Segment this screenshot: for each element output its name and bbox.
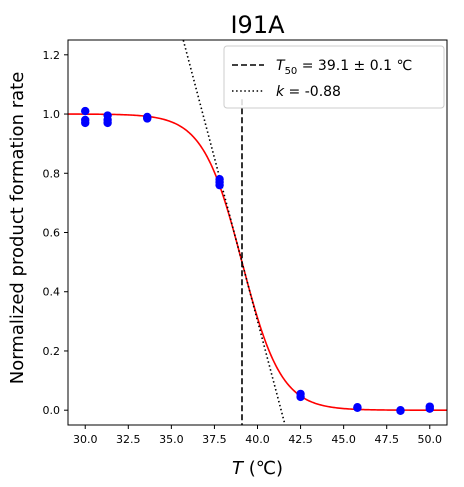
legend-entry-var: k (276, 84, 285, 100)
y-tick-label: 0.8 (43, 167, 61, 180)
data-point (353, 403, 362, 413)
x-tick-label: 32.5 (116, 433, 141, 446)
tangent-line (182, 40, 286, 425)
legend-entry: T50 = 39.1 ± 0.1 ℃ (276, 58, 412, 77)
x-axis-label-var: T (232, 458, 245, 479)
x-tick-label: 47.5 (374, 433, 399, 446)
y-tick-label: 0.2 (43, 345, 61, 358)
data-point (425, 404, 434, 413)
y-tick-label: 0.0 (43, 404, 61, 417)
y-axis-label: Normalized product formation rate (7, 72, 28, 385)
y-tick-label: 0.4 (43, 286, 61, 299)
x-tick-label: 40.0 (245, 433, 270, 446)
legend-entry-subscript: 50 (285, 66, 298, 77)
legend-entry-text: = 39.1 ± 0.1 ℃ (297, 58, 412, 74)
legend: T50 = 39.1 ± 0.1 ℃ k = -0.88 (223, 45, 445, 109)
y-tick-label: 0.6 (43, 227, 61, 240)
x-tick-label: 35.0 (159, 433, 184, 446)
legend-entry-var: T (276, 58, 286, 74)
data-point (143, 114, 152, 123)
x-axis-label: T (℃) (232, 458, 283, 479)
legend-entry-text: = -0.88 (284, 84, 341, 100)
plot-area: 30.0 32.5 35.0 37.5 40.0 42.5 45.0 47.5 50.0 0.0 0… (43, 39, 448, 446)
data-point (215, 180, 224, 190)
x-tick-label: 30.0 (73, 433, 98, 446)
legend-entry: k = -0.88 (276, 84, 341, 100)
data-marks (68, 40, 447, 425)
x-tick-label: 42.5 (288, 433, 313, 446)
fit-curve (68, 113, 447, 411)
x-tick-label: 50.0 (418, 433, 443, 446)
y-tick-label: 1.0 (43, 108, 61, 121)
x-axis-label-unit: (℃) (243, 458, 283, 479)
data-point (81, 118, 90, 128)
legend-box (223, 45, 445, 109)
data-point (81, 106, 90, 116)
x-tick-label: 37.5 (202, 433, 227, 446)
data-point (396, 406, 405, 415)
x-tick-label: 45.0 (331, 433, 356, 446)
chart-title: I91A (230, 11, 285, 39)
data-point (103, 118, 112, 128)
y-tick-label: 1.2 (43, 49, 61, 62)
data-point (296, 392, 305, 402)
